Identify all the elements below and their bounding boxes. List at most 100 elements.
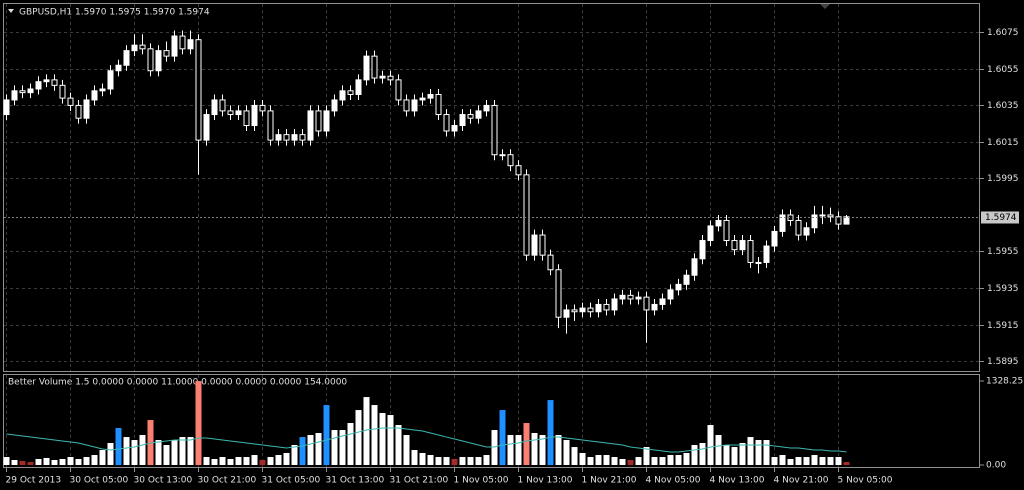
- candle-body: [835, 216, 842, 225]
- volume-bar: [843, 462, 850, 465]
- volume-bar: [635, 457, 642, 465]
- candle-body: [595, 303, 602, 313]
- volume-bar: [507, 435, 514, 465]
- x-tick-label: 31 Oct 13:00: [326, 476, 385, 486]
- volume-bar: [443, 457, 450, 465]
- volume-bar: [579, 452, 586, 465]
- candle-body: [331, 99, 338, 112]
- volume-bar: [243, 457, 250, 465]
- y-tick-label: 1.5935: [987, 284, 1019, 294]
- x-tick-label: 31 Oct 21:00: [390, 476, 449, 486]
- volume-bar: [379, 413, 386, 465]
- x-tick-label: 4 Nov 21:00: [774, 476, 829, 486]
- volume-bar: [499, 410, 506, 465]
- candle-body: [459, 114, 466, 127]
- candle-body: [187, 39, 194, 50]
- candle-body: [59, 84, 66, 99]
- candle-body: [267, 110, 274, 141]
- candle-body: [131, 44, 138, 52]
- candle-body: [443, 114, 450, 132]
- candle-body: [427, 93, 434, 99]
- candle-body: [139, 44, 146, 50]
- volume-bar: [75, 458, 82, 465]
- candle-body: [435, 93, 442, 116]
- candle-body: [467, 114, 474, 119]
- candle-body: [491, 104, 498, 156]
- candle-body: [243, 110, 250, 127]
- volume-bar: [451, 458, 458, 465]
- volume-bar: [203, 457, 210, 465]
- candle-body: [723, 219, 730, 242]
- candle-body: [683, 274, 690, 285]
- candle-body: [123, 50, 130, 66]
- candle-body: [699, 240, 706, 260]
- candle-body: [19, 90, 26, 94]
- candle-body: [827, 214, 834, 218]
- candle-body: [43, 79, 50, 83]
- volume-bar: [659, 457, 666, 465]
- volume-bar: [171, 440, 178, 465]
- y-tick-label: 1.6055: [987, 65, 1019, 75]
- volume-bar: [515, 435, 522, 465]
- volume-average-line: [6, 427, 847, 453]
- candle-body: [483, 104, 490, 112]
- current-price-label: 1.5974: [985, 213, 1017, 223]
- x-tick-label: 1 Nov 13:00: [518, 476, 573, 486]
- volume-bar: [35, 458, 42, 465]
- x-tick-label: 31 Oct 05:00: [262, 476, 321, 486]
- volume-bar: [155, 440, 162, 465]
- volume-bar: [667, 455, 674, 465]
- volume-pane-frame: [3, 374, 980, 468]
- volume-bar: [675, 455, 682, 465]
- x-tick-label: 1 Nov 05:00: [454, 476, 509, 486]
- volume-bar: [603, 455, 610, 465]
- volume-bar: [347, 423, 354, 465]
- x-tick-label: 4 Nov 05:00: [646, 476, 701, 486]
- candle-body: [587, 307, 594, 313]
- candle-body: [211, 99, 218, 116]
- indicator-title: Better Volume 1.5 0.0000 0.0000 11.0000 …: [8, 378, 347, 388]
- candle-body: [3, 99, 10, 116]
- candle-body: [283, 134, 290, 141]
- volume-bar: [67, 457, 74, 465]
- volume-bar: [363, 397, 370, 465]
- volume-bar: [419, 452, 426, 465]
- candle-body: [795, 219, 802, 236]
- volume-bar: [387, 415, 394, 465]
- volume-bar: [227, 458, 234, 465]
- volume-bar: [299, 437, 306, 465]
- volume-bar: [707, 425, 714, 465]
- volume-bar: [555, 435, 562, 465]
- volume-bar: [275, 455, 282, 465]
- volume-bar: [531, 433, 538, 465]
- candle-body: [219, 99, 226, 112]
- menu-arrow-icon[interactable]: [8, 9, 14, 13]
- volume-bar: [123, 437, 130, 465]
- volume-bar: [11, 460, 18, 465]
- candle-body: [819, 214, 826, 217]
- candle-body: [667, 289, 674, 300]
- volume-bar: [291, 445, 298, 465]
- candle-body: [51, 79, 58, 86]
- y-tick-label: 1.6015: [987, 138, 1019, 148]
- candle-body: [371, 55, 378, 79]
- candle-body: [555, 269, 562, 318]
- volume-bar: [51, 460, 58, 465]
- y-tick-label: 1.5955: [987, 247, 1019, 257]
- candle-body: [707, 225, 714, 242]
- candle-body: [27, 88, 34, 94]
- candle-body: [627, 294, 634, 300]
- volume-bar: [627, 460, 634, 465]
- candle-body: [475, 110, 482, 119]
- volume-bar: [411, 450, 418, 465]
- candle-body: [803, 227, 810, 236]
- volume-bar: [395, 425, 402, 465]
- candle-body: [75, 104, 82, 119]
- volume-bar: [59, 458, 66, 465]
- candle-body: [203, 114, 210, 141]
- volume-bar: [563, 440, 570, 465]
- volume-bar: [323, 405, 330, 465]
- volume-bar: [643, 447, 650, 465]
- volume-bar: [43, 457, 50, 465]
